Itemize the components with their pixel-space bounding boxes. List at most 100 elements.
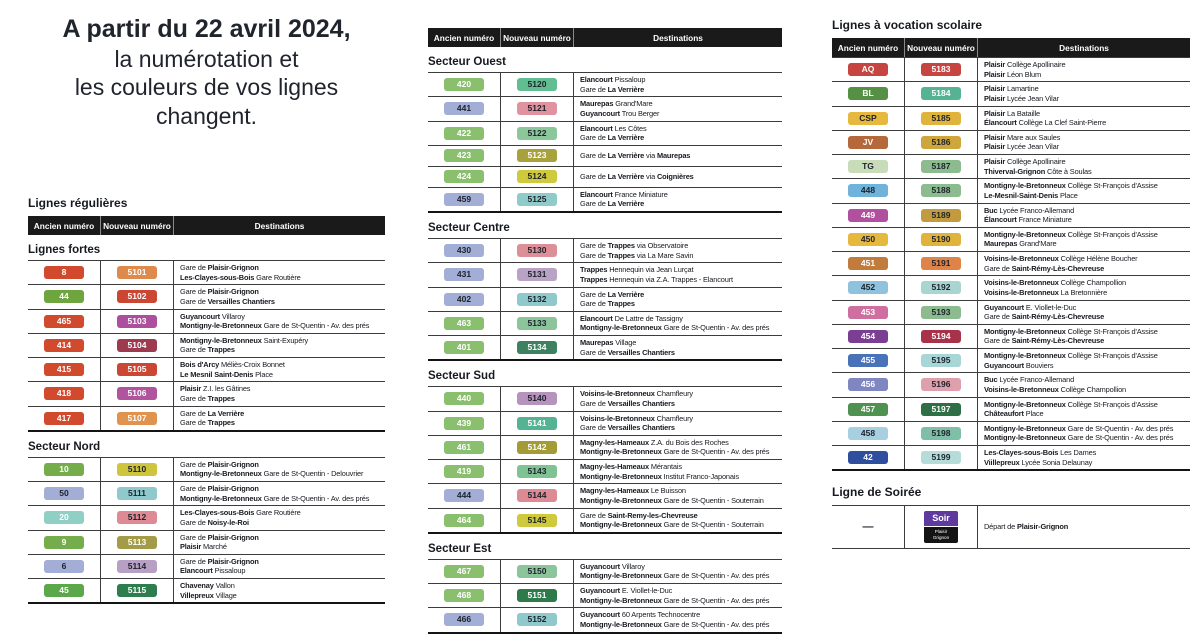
new-line-badge: 5145 <box>517 513 557 527</box>
table-row: 467 5150 Guyancourt Villaroy Montigny-le-Br… <box>428 558 782 583</box>
new-line-badge: 5120 <box>517 78 557 92</box>
table-row: 417 5107 Gare de La Verrière Gare de Trappe… <box>28 405 385 430</box>
section-label: Secteur Nord <box>28 440 101 453</box>
old-number-cell: 45 <box>28 579 101 603</box>
new-line-badge: 5144 <box>517 489 557 503</box>
old-number-cell: 452 <box>832 276 905 300</box>
new-number-cell: 5102 <box>101 285 174 309</box>
table-row: 6 5114 Gare de Plaisir-Grignon Elancourt Pi… <box>28 553 385 578</box>
old-number-cell: 6 <box>28 554 101 578</box>
old-number-cell: 454 <box>832 324 905 348</box>
section-label: Lignes fortes <box>28 244 101 256</box>
old-number-cell: 463 <box>428 311 501 335</box>
section-label: Secteur Ouest <box>428 56 506 68</box>
table-row: JV 5186 Plaisir Mare aux Saules Plaisir Lyc… <box>832 129 1190 154</box>
new-line-badge: 5142 <box>517 440 557 454</box>
new-number-cell: 5191 <box>905 252 978 276</box>
new-number-cell: 5134 <box>501 336 574 360</box>
old-line-badge: 414 <box>44 338 84 352</box>
destinations-cell: Magny-les-Hameaux Mérantais Montigny-le-B… <box>580 462 739 481</box>
table-row: — Soir Plaisir Grignon Départ de Plaisir… <box>832 505 1190 549</box>
regular-lines-table: Lignes régulières Ancien numéro Nouveau … <box>28 196 385 605</box>
table-row: 449 5189 Buc Lycée Franco-Allemand Élancour… <box>832 202 1190 227</box>
old-line-badge: 452 <box>848 281 888 295</box>
new-number-cell: 5131 <box>501 263 574 287</box>
table-row: CSP 5185 Plaisir La Bataille Élancourt Coll… <box>832 105 1190 130</box>
old-line-badge: 422 <box>444 126 484 140</box>
new-number-cell: 5143 <box>501 460 574 484</box>
new-number-cell: 5185 <box>905 106 978 130</box>
old-number-cell: 20 <box>28 506 101 530</box>
new-line-badge: 5113 <box>117 535 157 549</box>
new-number-cell: 5152 <box>501 608 574 632</box>
soir-badge-sublabel: Plaisir Grignon <box>924 526 958 544</box>
new-line-badge: 5130 <box>517 244 557 258</box>
destinations-cell: Chavenay Vallon Villepreux Village <box>180 581 237 600</box>
destinations-cell: Plaisir Collège Apollinaire Plaisir Léon … <box>984 60 1066 79</box>
new-line-badge: 5115 <box>117 584 157 598</box>
new-line-badge: 5186 <box>921 135 961 149</box>
destinations-cell: Plaisir Z.I. les Gâtines Gare de Trappes <box>180 384 251 403</box>
destinations-cell: Gare de La Verrière via Maurepas <box>580 150 691 160</box>
old-line-badge: 6 <box>44 559 84 573</box>
table-row: 463 5133 Elancourt De Lattre de Tassigny Mo… <box>428 310 782 335</box>
no-old-number-dash: — <box>862 521 874 534</box>
table-row: 414 5104 Montigny-le-Bretonneux Saint-Exup… <box>28 332 385 357</box>
table-row: 422 5122 Elancourt Les Côtes Gare de La Ver… <box>428 120 782 145</box>
table-row: 448 5188 Montigny-le-Bretonneux Collège St… <box>832 178 1190 203</box>
old-line-badge: 449 <box>848 208 888 222</box>
old-line-badge: 454 <box>848 329 888 343</box>
old-number-cell: 10 <box>28 457 101 481</box>
destinations-cell: Guyancourt 60 Arpents Technocentre Montig… <box>580 610 770 629</box>
new-number-cell: 5187 <box>905 155 978 179</box>
old-line-badge: 468 <box>444 589 484 603</box>
destinations-cell: Magny-les-Hameaux Le Buisson Montigny-le-… <box>580 486 764 505</box>
destinations-cell: Montigny-le-Bretonneux Collège St-Franço… <box>984 181 1158 200</box>
old-number-cell: 423 <box>428 145 501 166</box>
new-line-badge: 5195 <box>921 354 961 368</box>
title-line-1: A partir du 22 avril 2024, <box>62 15 351 43</box>
old-line-badge: 451 <box>848 257 888 271</box>
new-number-cell: 5113 <box>101 530 174 554</box>
destinations-cell: Maurepas Village Gare de Versailles Chant… <box>580 338 675 357</box>
old-line-badge: 458 <box>848 426 888 440</box>
old-line-badge: 448 <box>848 184 888 198</box>
new-line-badge: 5185 <box>921 111 961 125</box>
old-line-badge: 444 <box>444 489 484 503</box>
column-header-new: Nouveau numéro <box>101 216 174 235</box>
table-row: 458 5198 Montigny-le-Bretonneux Gare de St… <box>832 420 1190 445</box>
table-row: 415 5105 Bois d'Arcy Méliès-Croix Bonnet Le… <box>28 357 385 382</box>
old-line-badge: 441 <box>444 102 484 116</box>
new-line-badge: 5111 <box>117 487 157 501</box>
new-line-badge: 5194 <box>921 329 961 343</box>
destinations-cell: Guyancourt E. Viollet-le-Duc Montigny-le-… <box>580 586 770 605</box>
new-number-cell: 5140 <box>501 387 574 411</box>
new-line-badge: 5152 <box>517 613 557 627</box>
old-number-cell: 401 <box>428 336 501 360</box>
destinations-cell: Départ de Plaisir-Grignon <box>984 522 1069 532</box>
table-row: 441 5121 Maurepas Grand'Mare Guyancourt Tro… <box>428 96 782 121</box>
table-row: 418 5106 Plaisir Z.I. les Gâtines Gare de T… <box>28 381 385 406</box>
table-title: Lignes régulières <box>28 196 128 210</box>
destinations-cell: Gare de La Verrière Gare de Trappes <box>580 289 645 309</box>
table-row: 424 5124 Gare de La Verrière via Coignière… <box>428 165 782 187</box>
old-line-badge: 402 <box>444 292 484 306</box>
destinations-cell: Voisins-le-Bretonneux Chamfleury Gare de … <box>580 389 693 408</box>
destinations-cell: Montigny-le-Bretonneux Saint-Exupéry Gare… <box>180 335 309 355</box>
destinations-cell: Gare de Plaisir-Grignon Gare de Versaille… <box>180 287 275 306</box>
destinations-cell: Plaisir Lamartine Plaisir Lycée Jean Vila… <box>984 84 1059 103</box>
old-number-cell: 8 <box>28 261 101 285</box>
destinations-cell: Trappes Hennequin via Jean Lurçat Trappes… <box>580 265 733 284</box>
new-line-badge: 5190 <box>921 232 961 246</box>
destinations-cell: Elancourt France Miniature Gare de La Ver… <box>580 189 668 209</box>
new-number-cell: 5111 <box>101 482 174 506</box>
destinations-cell: Montigny-le-Bretonneux Gare de St-Quenti… <box>984 423 1174 443</box>
old-line-badge: 9 <box>44 535 84 549</box>
old-number-cell: 441 <box>428 97 501 121</box>
new-number-cell: 5198 <box>905 421 978 445</box>
old-number-cell: AQ <box>832 58 905 82</box>
old-number-cell: 453 <box>832 300 905 324</box>
new-number-cell: 5121 <box>501 97 574 121</box>
old-line-badge: 8 <box>44 266 84 280</box>
old-number-cell: 465 <box>28 309 101 333</box>
